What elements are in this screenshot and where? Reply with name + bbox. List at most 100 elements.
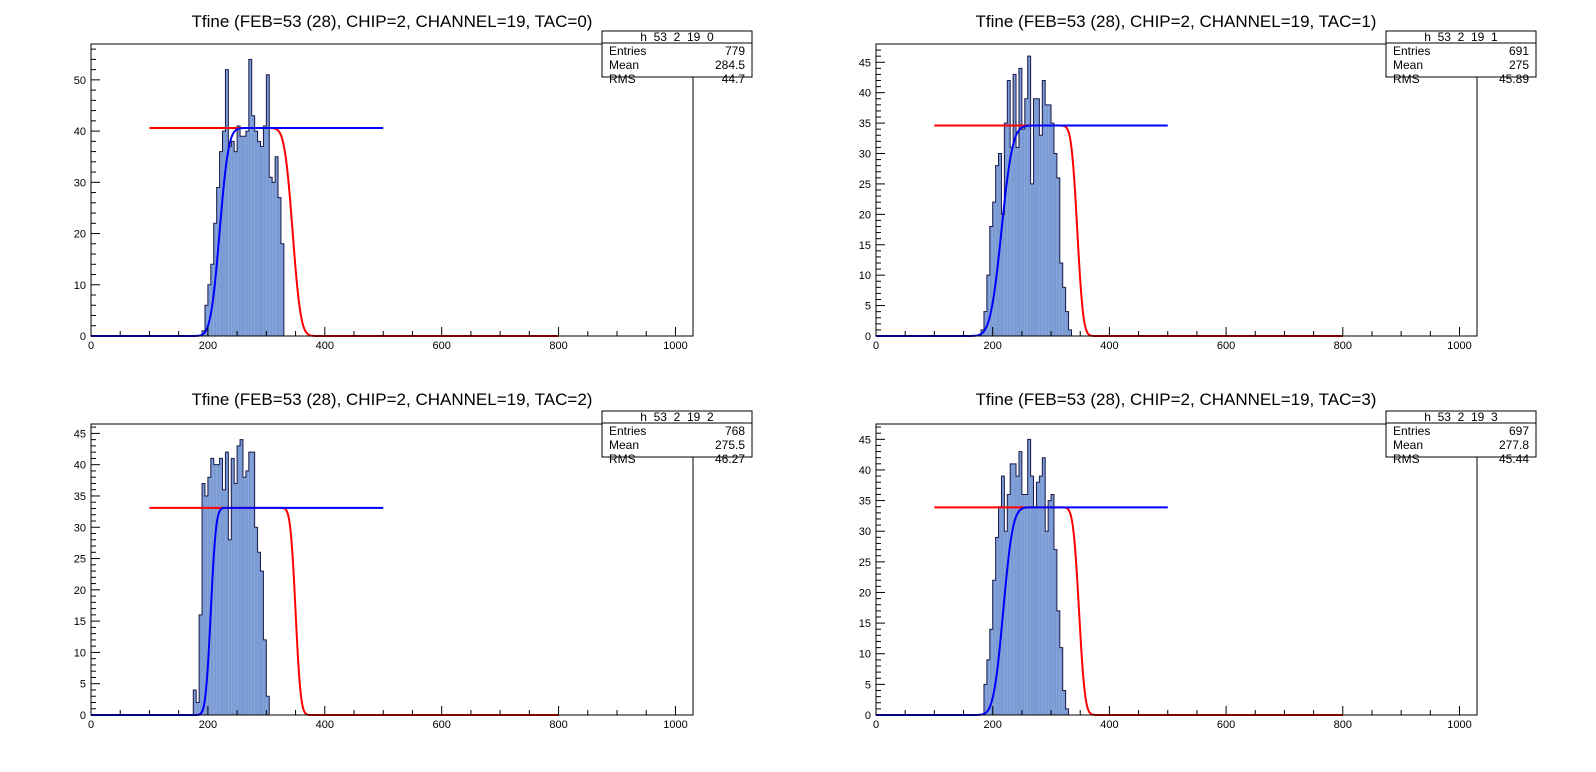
plot-frame [875,43,1478,337]
y-tick-label: 40 [74,126,86,138]
y-tick-label: 45 [859,57,871,69]
histogram-bar [1048,500,1052,715]
histogram-bar [254,131,258,336]
histogram-bar [237,125,241,337]
x-tick-label: 800 [549,719,567,731]
histogram-bar [986,659,990,715]
histogram-bar [1007,80,1011,336]
histogram-bar [1065,708,1069,715]
histogram-bar [1010,147,1014,336]
histogram-bar [242,477,246,715]
histogram-outline [980,55,1075,337]
histogram-bar [225,452,229,715]
stats-value: 277.8 [1499,438,1529,452]
stats-box-frame [1385,30,1537,78]
y-tick-label: 40 [859,88,871,100]
histogram-bar [1036,482,1040,715]
histogram-bar [219,458,223,715]
stats-value: 691 [1509,44,1529,58]
stats-label: RMS [1393,452,1420,466]
histogram-bar [228,146,232,336]
histogram-bar [1048,104,1052,336]
stats-value: 44.7 [722,72,746,86]
stats-label: Mean [1393,58,1423,72]
histogram-bar [1004,531,1008,715]
histogram-bar [275,156,279,336]
stats-box-frame [601,410,753,458]
histogram-bar [263,639,267,715]
x-tick-label: 600 [432,719,450,731]
stats-value: 697 [1509,424,1529,438]
histogram-bar [234,151,238,336]
y-tick-label: 5 [865,301,871,313]
histogram-bar [1013,74,1017,337]
histogram-bar [1051,494,1054,715]
histogram-bar [1039,476,1043,715]
histogram-bar [1042,457,1046,715]
histogram-bar [204,495,208,715]
histogram-bar [1059,647,1063,715]
histogram-bar [1039,135,1043,336]
histogram-bar [278,197,281,336]
x-tick-label: 200 [199,719,217,731]
chart-title: Tfine (FEB=53 (28), CHIP=2, CHANNEL=19, … [976,12,1377,31]
histogram-bar [216,187,220,336]
x-tick-label: 600 [432,340,450,352]
histogram-bar [231,458,235,715]
histogram-bar [240,439,243,715]
histogram-bar [1004,123,1008,336]
histogram-bar [1027,439,1031,715]
histogram-bar [1021,494,1025,715]
x-tick-label: 400 [1100,340,1118,352]
y-tick-label: 20 [74,229,86,241]
histogram-bar [228,539,232,715]
histogram-panel-2: Tfine (FEB=53 (28), CHIP=2, CHANNEL=19, … [74,390,753,731]
histogram-bar [1018,68,1022,336]
histogram-bar [269,177,273,336]
histogram-bar [240,136,243,336]
stats-label: RMS [609,72,636,86]
x-tick-label: 800 [549,340,567,352]
y-tick-label: 15 [859,240,871,252]
histogram-bar [1065,311,1069,336]
histogram-bar [1027,56,1031,337]
histogram-bar [1045,104,1049,336]
y-tick-label: 0 [865,710,871,722]
histogram-outline [192,439,273,716]
x-tick-label: 1000 [663,340,687,352]
histogram-bar [1001,476,1005,715]
histogram-bar [1062,287,1066,336]
x-tick-label: 600 [1217,719,1235,731]
stats-value: 284.5 [715,58,745,72]
stats-label: Mean [1393,438,1423,452]
y-tick-label: 25 [74,554,86,566]
histogram-panel-3: Tfine (FEB=53 (28), CHIP=2, CHANNEL=19, … [859,390,1537,731]
histogram-bar [1068,329,1072,336]
stats-box-frame [601,30,753,78]
histogram-bar [207,477,211,715]
x-tick-label: 1000 [1447,719,1471,731]
histogram-bar [992,580,996,715]
stats-value: 779 [725,44,745,58]
histogram-bar [1024,98,1028,336]
histogram-bar [260,571,264,715]
y-tick-label: 35 [859,118,871,130]
histogram-bar [1024,494,1028,715]
x-tick-label: 1000 [663,719,687,731]
y-tick-label: 10 [859,649,871,661]
x-tick-label: 200 [984,719,1002,731]
histogram-bar [245,470,249,715]
histogram-bar [199,614,203,715]
stats-value: 46.27 [715,452,745,466]
stats-label: RMS [1393,72,1420,86]
histogram-bar [213,464,217,715]
histogram-bar [1001,214,1005,336]
histogram-bar [998,506,1002,715]
histogram-outline [983,438,1072,716]
histogram-bar [992,202,996,336]
stats-box-frame [1385,410,1537,458]
histogram-bar [266,696,270,715]
